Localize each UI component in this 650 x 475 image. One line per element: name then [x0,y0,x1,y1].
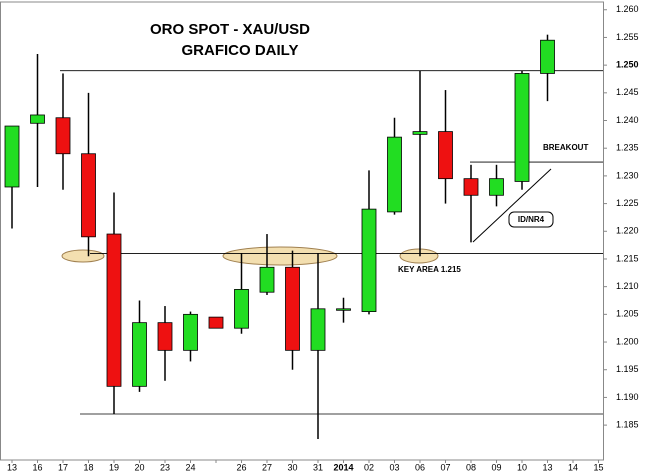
annotation-box [508,211,554,228]
x-tick-label: 2014 [333,462,353,472]
candle-body [514,73,530,182]
y-tick-label: 1.195 [616,364,639,374]
x-tick-label: 23 [160,462,170,472]
x-tick-label: 19 [109,462,119,472]
y-tick-label: 1.260 [616,4,639,14]
candle-body [81,153,96,238]
highlight [399,248,439,264]
x-tick-label: 31 [313,462,323,472]
candle-body [4,125,20,188]
candle-body [132,322,147,387]
x-tick-label: 14 [568,462,578,472]
x-tick-label: 09 [491,462,501,472]
x-tick-label: 15 [593,462,603,472]
x-tick-label: 24 [185,462,195,472]
candle-body [259,266,275,293]
candle-body [361,208,377,312]
x-tick-label: 08 [466,462,476,472]
x-tick-label: 07 [440,462,450,472]
annotation: KEY AREA 1.215 [398,265,461,274]
highlight [222,246,338,266]
chart-subtitle: GRAFICO DAILY [182,42,299,59]
candle-body [285,266,300,351]
candle-body [234,289,249,329]
candle-body [183,313,198,351]
x-tick-label: 06 [415,462,425,472]
x-tick-label: 26 [236,462,246,472]
x-tick-label: 27 [262,462,272,472]
x-tick-label: 17 [58,462,68,472]
chart-title: ORO SPOT - XAU/USD [150,21,310,38]
y-tick-label: 1.225 [616,198,639,208]
annotation: BREAKOUT [543,143,588,152]
candle-body [336,308,351,311]
x-tick-label: 30 [287,462,297,472]
candle-body [106,233,122,387]
y-tick-label: 1.220 [616,226,639,236]
y-tick-label: 1.250 [616,60,639,70]
y-tick-label: 1.210 [616,281,639,291]
candle-body [438,131,453,180]
x-tick-label: 03 [389,462,399,472]
candle-body [463,178,479,196]
candle-body [412,131,428,135]
x-tick-label: 16 [32,462,42,472]
candle-body [55,117,71,155]
y-tick-label: 1.200 [616,336,639,346]
x-tick-label: 18 [83,462,93,472]
candle-body [30,114,45,124]
x-tick-label: 02 [364,462,374,472]
y-tick-label: 1.190 [616,392,639,402]
y-tick-label: 1.245 [616,87,639,97]
y-tick-label: 1.230 [616,170,639,180]
candle-body [489,178,504,196]
annotation: ID/NR4 [518,215,545,224]
candle-body [208,316,224,329]
x-tick-label: 10 [517,462,527,472]
y-tick-label: 1.185 [616,419,639,429]
candle-body [157,322,173,351]
x-tick-label: 13 [7,462,17,472]
x-tick-label: 13 [542,462,552,472]
y-tick-label: 1.240 [616,115,639,125]
y-tick-label: 1.255 [616,32,639,42]
y-tick-label: 1.235 [616,143,639,153]
x-tick-label: 20 [134,462,144,472]
y-tick-label: 1.215 [616,253,639,263]
candle-body [540,39,555,74]
y-tick-label: 1.205 [616,309,639,319]
candle-body [387,136,402,213]
candle-body [310,308,326,351]
triangle-line [472,168,552,243]
plot-area [0,1,604,461]
highlight [61,249,105,263]
